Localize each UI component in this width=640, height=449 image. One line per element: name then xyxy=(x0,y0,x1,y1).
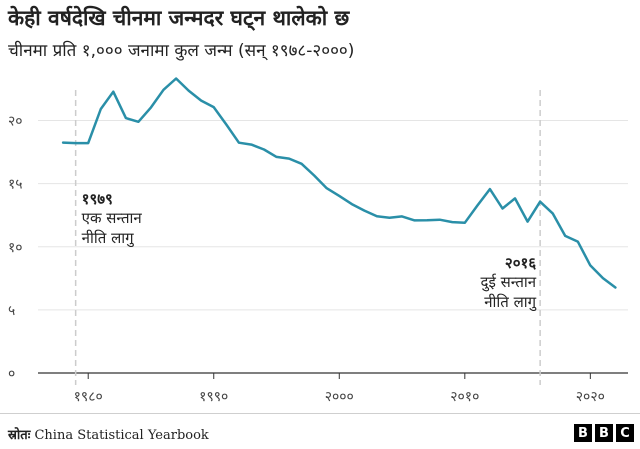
y-tick-label: ० xyxy=(8,366,15,382)
bbc-logo-letter: C xyxy=(616,424,634,442)
bbc-logo-letter: B xyxy=(574,424,592,442)
x-tick-label: २०२० xyxy=(576,389,605,405)
x-tick-label: २००० xyxy=(325,389,354,405)
y-tick-label: १० xyxy=(8,240,23,256)
annotation-text: दुई सन्तान xyxy=(481,273,537,292)
annotation-text: एक सन्तान xyxy=(82,209,143,227)
annotation-text: नीति लागु xyxy=(484,293,537,312)
x-tick-label: १९९० xyxy=(199,389,228,405)
source-label: स्रोतः xyxy=(8,428,31,443)
source-text: China Statistical Yearbook xyxy=(34,428,209,443)
source-note: स्रोतः China Statistical Yearbook xyxy=(8,425,209,443)
x-tick-label: २०१० xyxy=(450,389,479,405)
annotation-text: नीति लागु xyxy=(82,229,135,248)
y-tick-label: ५ xyxy=(8,303,15,319)
x-tick-label: १९८० xyxy=(74,389,103,405)
bbc-logo-letter: B xyxy=(595,424,613,442)
birth-rate-line xyxy=(61,77,617,289)
chart-subtitle: चीनमा प्रति १,००० जनामा कुल जन्म (सन् १९… xyxy=(8,41,355,61)
y-tick-label: १५ xyxy=(8,177,23,193)
annotation-heading: १९७९ xyxy=(82,190,113,208)
annotation-heading: २०१६ xyxy=(505,254,536,272)
bbc-logo: B B C xyxy=(574,424,634,442)
chart-title: केही वर्षदेखि चीनमा जन्मदर घट्न थालेको छ xyxy=(8,6,350,30)
y-tick-label: २० xyxy=(8,114,23,130)
footer-divider xyxy=(0,413,640,414)
